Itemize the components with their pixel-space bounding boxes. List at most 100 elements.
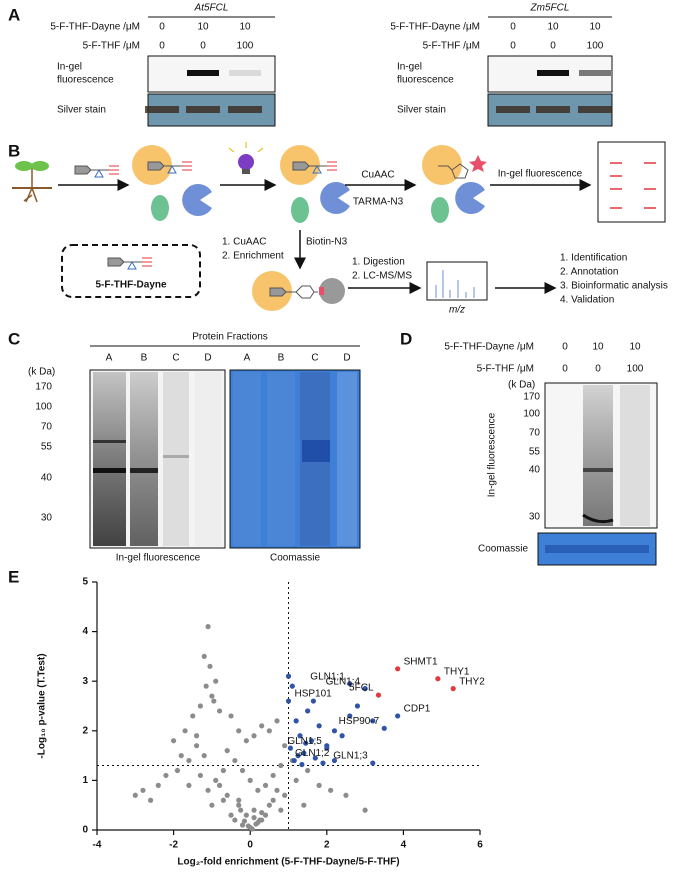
gel-d xyxy=(537,382,658,566)
point-label: 5FCL xyxy=(349,683,374,694)
marker-label: 100 xyxy=(523,409,540,420)
gel-band xyxy=(187,70,219,76)
data-point xyxy=(259,723,265,729)
data-point xyxy=(236,728,242,734)
data-point xyxy=(224,792,230,798)
data-point xyxy=(243,812,249,818)
data-point xyxy=(257,817,263,823)
y-tick-label: 0 xyxy=(82,825,88,836)
data-point xyxy=(148,797,154,803)
row-label: 5-F-THF /μM xyxy=(83,41,140,52)
x-tick-label: -2 xyxy=(169,840,178,851)
data-point xyxy=(274,787,280,793)
row-value: 10 xyxy=(239,22,251,33)
data-point xyxy=(259,810,265,816)
data-point xyxy=(270,772,276,779)
data-point xyxy=(132,792,138,798)
row-value: 100 xyxy=(627,364,644,375)
data-point xyxy=(310,698,316,704)
x-axis-label: Log₂-fold enrichment (5-F-THF-Dayne/5-F-… xyxy=(177,857,399,868)
data-point xyxy=(316,782,322,788)
marker-label: 40 xyxy=(41,473,53,484)
data-point xyxy=(251,807,257,813)
data-point xyxy=(316,723,322,729)
point-label: GLN1;3 xyxy=(333,751,368,762)
data-point xyxy=(249,826,255,832)
row-label: 5-F-THF /μM xyxy=(477,364,534,375)
data-point xyxy=(328,787,334,793)
data-point xyxy=(285,673,292,679)
gel-band xyxy=(536,106,570,113)
axis-label: In-gel fluorescence xyxy=(487,412,498,497)
gel-label: Silver stain xyxy=(397,105,446,116)
marker-label: 70 xyxy=(529,428,541,439)
point-label: HSP101 xyxy=(295,689,333,700)
gel-label: In-gel xyxy=(397,62,422,73)
data-point xyxy=(211,698,217,704)
data-point xyxy=(216,782,223,788)
gel-label: fluorescence xyxy=(57,75,114,86)
marker-label: 30 xyxy=(41,513,53,524)
lane-label: C xyxy=(172,353,179,364)
marker-label: 40 xyxy=(529,465,541,476)
x-tick-label: 4 xyxy=(401,840,407,851)
workflow-diagram xyxy=(12,141,666,311)
step-label: 4. Validation xyxy=(560,295,614,306)
row-label: 5-F-THF-Dayne /μM xyxy=(390,22,480,33)
data-point xyxy=(301,750,307,756)
x-tick-label: 2 xyxy=(324,840,330,851)
probe-name: 5-F-THF-Dayne xyxy=(95,280,167,291)
step-label: 1. Identification xyxy=(560,253,627,264)
data-point xyxy=(171,738,177,744)
lane-label: B xyxy=(278,353,285,364)
data-point xyxy=(395,713,401,719)
gel-label: Coomassie xyxy=(478,544,528,555)
x-tick-label: -4 xyxy=(93,840,102,851)
data-point xyxy=(324,745,330,751)
caption: Coomassie xyxy=(270,553,320,564)
gel-label: Silver stain xyxy=(57,105,106,116)
panel-label: D xyxy=(400,329,412,348)
gel-band xyxy=(579,70,611,76)
data-point xyxy=(193,743,200,749)
data-point xyxy=(224,748,230,754)
lane-label: A xyxy=(244,353,251,364)
data-point xyxy=(201,653,207,660)
data-point xyxy=(370,760,376,766)
y-axis-label: -Log₁₀ p-value (T.Test) xyxy=(37,653,48,758)
data-point xyxy=(140,787,146,793)
data-point xyxy=(228,812,234,818)
data-point xyxy=(203,683,209,689)
data-point xyxy=(291,757,297,764)
data-point xyxy=(163,772,169,779)
row-value: 0 xyxy=(510,22,516,33)
data-point xyxy=(193,733,200,739)
data-point xyxy=(266,802,272,808)
point-label: SHMT1 xyxy=(404,656,438,667)
x-tick-label: 0 xyxy=(247,840,253,851)
point-label: HSP90-7 xyxy=(339,716,380,727)
data-point xyxy=(213,777,219,784)
data-point xyxy=(238,807,244,813)
data-point xyxy=(251,733,257,739)
gel-band xyxy=(228,106,262,113)
row-value: 10 xyxy=(589,22,601,33)
data-point xyxy=(197,772,204,779)
data-point xyxy=(295,753,301,759)
gel-c xyxy=(89,369,361,549)
data-point xyxy=(370,718,376,724)
axis-label: m/z xyxy=(449,305,465,316)
step-label: 3. Bioinformatic analysis xyxy=(560,281,668,292)
data-point xyxy=(270,797,276,803)
data-point xyxy=(375,692,382,698)
panel-label: E xyxy=(8,567,19,586)
marker-label: 170 xyxy=(523,392,540,403)
data-point xyxy=(236,802,242,808)
gel-band xyxy=(537,70,569,76)
data-point xyxy=(266,728,272,734)
data-point xyxy=(178,753,184,759)
step-label: In-gel fluorescence xyxy=(498,169,583,180)
data-point xyxy=(354,703,361,709)
point-label: GLN1;4 xyxy=(326,676,361,687)
data-point xyxy=(347,713,353,719)
